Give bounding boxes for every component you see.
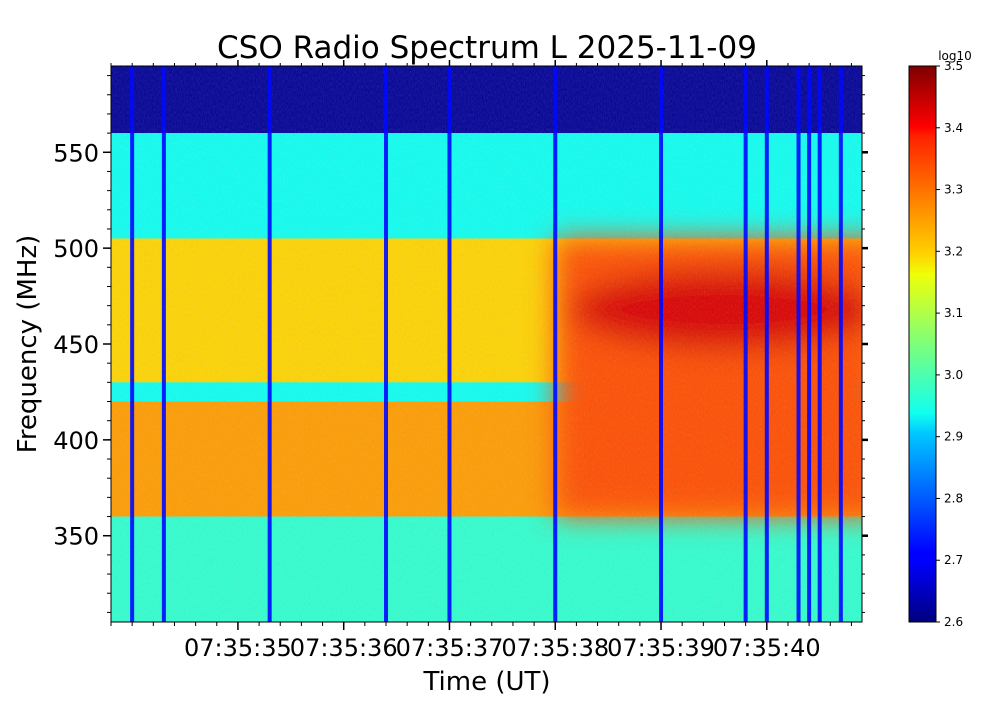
spectrogram-texture (111, 66, 862, 622)
chart-title: CSO Radio Spectrum L 2025-11-09 (217, 30, 757, 66)
x-tick-label-5: 07:35:40 (713, 634, 821, 662)
colorbar-tick-label-8: 3.4 (944, 121, 963, 135)
dropout-line-4 (447, 66, 452, 622)
dropout-line-10 (807, 66, 812, 622)
dropout-line-2 (267, 66, 272, 622)
colorbar-label: log10 (938, 49, 972, 63)
x-tick-label-3: 07:35:38 (501, 634, 609, 662)
y-tick-label-0: 350 (53, 523, 99, 551)
colorbar-gradient (908, 65, 937, 623)
y-tick-label-2: 450 (53, 331, 99, 359)
dropout-line-3 (384, 66, 389, 622)
y-axis-ticks: 350 400 450 500 550 (53, 75, 868, 613)
x-tick-label-2: 07:35:37 (396, 634, 504, 662)
colorbar-tick-label-0: 2.6 (944, 615, 963, 629)
dropout-line-8 (764, 66, 769, 622)
y-tick-label-3: 500 (53, 235, 99, 263)
colorbar-tick-label-3: 2.9 (944, 430, 963, 444)
dropout-line-11 (817, 66, 822, 622)
y-tick-label-4: 550 (53, 139, 99, 167)
dropout-line-9 (796, 66, 801, 622)
colorbar-tick-label-9: 3.5 (944, 59, 963, 73)
x-tick-label-1: 07:35:36 (290, 634, 398, 662)
y-tick-label-1: 400 (53, 427, 99, 455)
colorbar-tick-label-7: 3.3 (944, 183, 963, 197)
dropout-line-0 (130, 66, 135, 622)
colorbar-tick-label-5: 3.1 (944, 306, 963, 320)
colorbar-ticks: 2.6 2.7 2.8 2.9 3.0 3.1 3.2 3.3 3.4 3.5 (936, 59, 963, 629)
colorbar-tick-label-1: 2.7 (944, 553, 963, 567)
dropout-line-1 (161, 66, 166, 622)
colorbar: log10 2.6 2.7 2.8 2.9 3.0 3.1 3.2 3.3 3.4 3.5 (908, 49, 972, 629)
dropout-line-7 (743, 66, 748, 622)
x-tick-label-0: 07:35:35 (184, 634, 292, 662)
colorbar-tick-label-4: 3.0 (944, 368, 963, 382)
x-axis-label: Time (UT) (422, 667, 550, 697)
x-tick-label-4: 07:35:39 (607, 634, 715, 662)
colorbar-tick-label-6: 3.2 (944, 244, 963, 258)
colorbar-tick-label-2: 2.8 (944, 491, 963, 505)
dropout-line-6 (659, 66, 664, 622)
y-axis-label: Frequency (MHz) (13, 235, 43, 454)
x-axis-ticks: 07:35:3507:35:3607:35:3707:35:3807:35:39… (110, 60, 852, 662)
dropout-line-12 (838, 66, 843, 622)
dropout-line-5 (553, 66, 558, 622)
dropout-lines (130, 66, 843, 622)
spectrogram-plot (111, 66, 862, 622)
